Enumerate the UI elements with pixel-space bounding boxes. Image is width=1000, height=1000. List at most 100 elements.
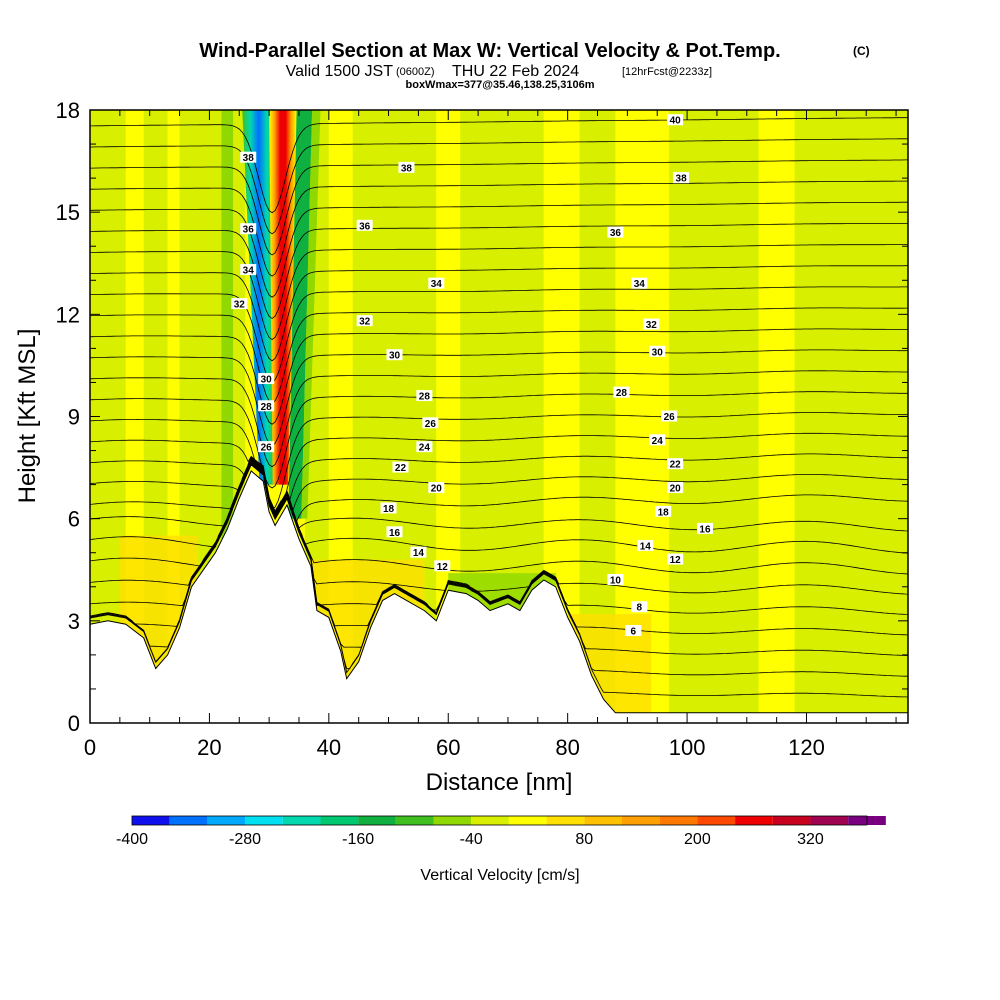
colorbar-tick-label: -40 — [460, 831, 483, 848]
contour-label-text: 6 — [631, 627, 637, 638]
colorbar-swatch — [471, 816, 509, 825]
velocity-band — [167, 110, 180, 723]
y-tick-label: 0 — [68, 711, 80, 736]
contour-label-text: 32 — [359, 317, 371, 328]
velocity-band — [794, 110, 908, 723]
isentrope — [90, 458, 908, 532]
contour-label-text: 36 — [243, 225, 255, 236]
colorbar-tick-label: -400 — [116, 831, 148, 848]
copyright-mark: (C) — [853, 44, 870, 58]
colorbar-title: Vertical Velocity [cm/s] — [420, 867, 579, 884]
contour-label-text: 34 — [634, 279, 646, 290]
isentrope — [90, 138, 908, 235]
contour-label: 28 — [258, 400, 275, 413]
plot-area: 38 36 34 32 30 28 26 38 36 34 32 30 28 26 24 22 20 18 16 14… — [90, 110, 908, 723]
contour-label: 26 — [661, 410, 678, 423]
contour-label: 38 — [398, 161, 415, 174]
contour-label-text: 30 — [389, 351, 401, 362]
contour-label-text: 18 — [658, 507, 670, 518]
colorbar-swatch — [584, 816, 622, 825]
colorbar-swatch — [169, 816, 208, 825]
contour-label-text: 16 — [699, 524, 711, 535]
contour-label-text: 38 — [243, 153, 255, 164]
contour-label: 38 — [240, 151, 257, 164]
x-tick-label: 40 — [317, 735, 341, 760]
max-updraft-location: boxWmax=377@35.46,138.25,3106m — [406, 79, 595, 91]
contour-label-text: 8 — [637, 603, 643, 614]
contour-label: 18 — [380, 502, 397, 515]
contour-label: 36 — [356, 219, 373, 232]
colorbar-swatch — [395, 816, 434, 825]
colorbar-tick-label: -160 — [342, 831, 374, 848]
colorbar-tick-label: -280 — [229, 831, 261, 848]
colorbar-swatch — [320, 816, 359, 825]
x-tick-label: 20 — [197, 735, 221, 760]
subtitle-valid-time: Valid 1500 JST — [286, 63, 394, 80]
colorbar-tick-label: 200 — [684, 831, 711, 848]
colorbar-swatch — [358, 816, 396, 825]
contour-label: 14 — [637, 539, 654, 552]
contour-label: 12 — [434, 560, 451, 573]
contour-label-text: 26 — [664, 412, 676, 423]
contour-label: 28 — [416, 390, 433, 403]
colorbar-swatch — [508, 816, 547, 825]
isentrope — [90, 222, 908, 319]
contour-label-text: 36 — [610, 228, 622, 239]
colorbar-swatch — [433, 816, 472, 825]
isentrope — [90, 244, 908, 340]
contour-label-text: 28 — [616, 388, 628, 399]
contour-label: 28 — [613, 386, 630, 399]
contour-label: 26 — [258, 441, 275, 454]
contour-label: 32 — [643, 318, 660, 331]
isentrope — [90, 159, 908, 256]
contour-labels: 38 36 34 32 30 28 26 38 36 34 32 30 28 26 24 22 20 18 16 14… — [231, 114, 713, 638]
colorbar-swatch — [659, 816, 698, 825]
contour-label-text: 16 — [389, 528, 401, 539]
isentrope — [90, 412, 908, 510]
x-tick-label: 120 — [788, 735, 825, 760]
x-tick-label: 0 — [84, 735, 96, 760]
contour-label-text: 30 — [652, 347, 664, 358]
downdraft-lee-edge — [301, 110, 321, 519]
contour-label-text: 28 — [261, 402, 273, 413]
colorbar-swatch — [132, 816, 170, 825]
contour-label: 18 — [655, 505, 672, 518]
velocity-band — [221, 110, 234, 723]
isentrope — [90, 265, 908, 362]
contour-label: 30 — [258, 373, 275, 386]
colorbar-tick-label: 320 — [797, 831, 824, 848]
subtitle: Valid 1500 JST (0600Z) THU 22 Feb 2024 [… — [286, 63, 712, 80]
isentrope — [90, 201, 908, 298]
contour-label: 12 — [667, 553, 684, 566]
x-axis: 0 20 40 60 80 100 120 — [84, 110, 897, 760]
y-tick-label: 6 — [68, 507, 80, 532]
y-tick-label: 12 — [56, 302, 80, 327]
colorbar-tick-label: 80 — [575, 831, 593, 848]
contour-label-text: 28 — [419, 392, 431, 403]
contour-label: 16 — [386, 526, 403, 539]
contour-label: 24 — [649, 434, 666, 447]
contour-label: 34 — [428, 277, 445, 290]
isentrope — [90, 286, 908, 383]
colorbar-swatch — [735, 816, 773, 825]
contour-label: 30 — [649, 345, 666, 358]
subtitle-date: THU 22 Feb 2024 — [452, 63, 579, 80]
contour-label: 14 — [410, 546, 427, 559]
contour-label-text: 18 — [383, 504, 395, 515]
velocity-band — [233, 110, 246, 723]
isentrope — [90, 391, 908, 489]
contour-label: 36 — [607, 226, 624, 239]
contour-label-text: 32 — [234, 300, 246, 311]
contour-label-text: 40 — [670, 116, 682, 127]
isentrope — [90, 328, 908, 425]
isentrope — [90, 457, 908, 525]
colorbar-swatch — [697, 816, 736, 825]
colorbar-frame — [131, 815, 868, 826]
colorbar-swatch — [546, 816, 585, 825]
contour-label-text: 36 — [359, 221, 371, 232]
contour-label: 40 — [667, 114, 684, 127]
contour-label: 32 — [356, 315, 373, 328]
colorbar-swatch — [810, 816, 849, 825]
contour-label-text: 26 — [425, 419, 437, 430]
